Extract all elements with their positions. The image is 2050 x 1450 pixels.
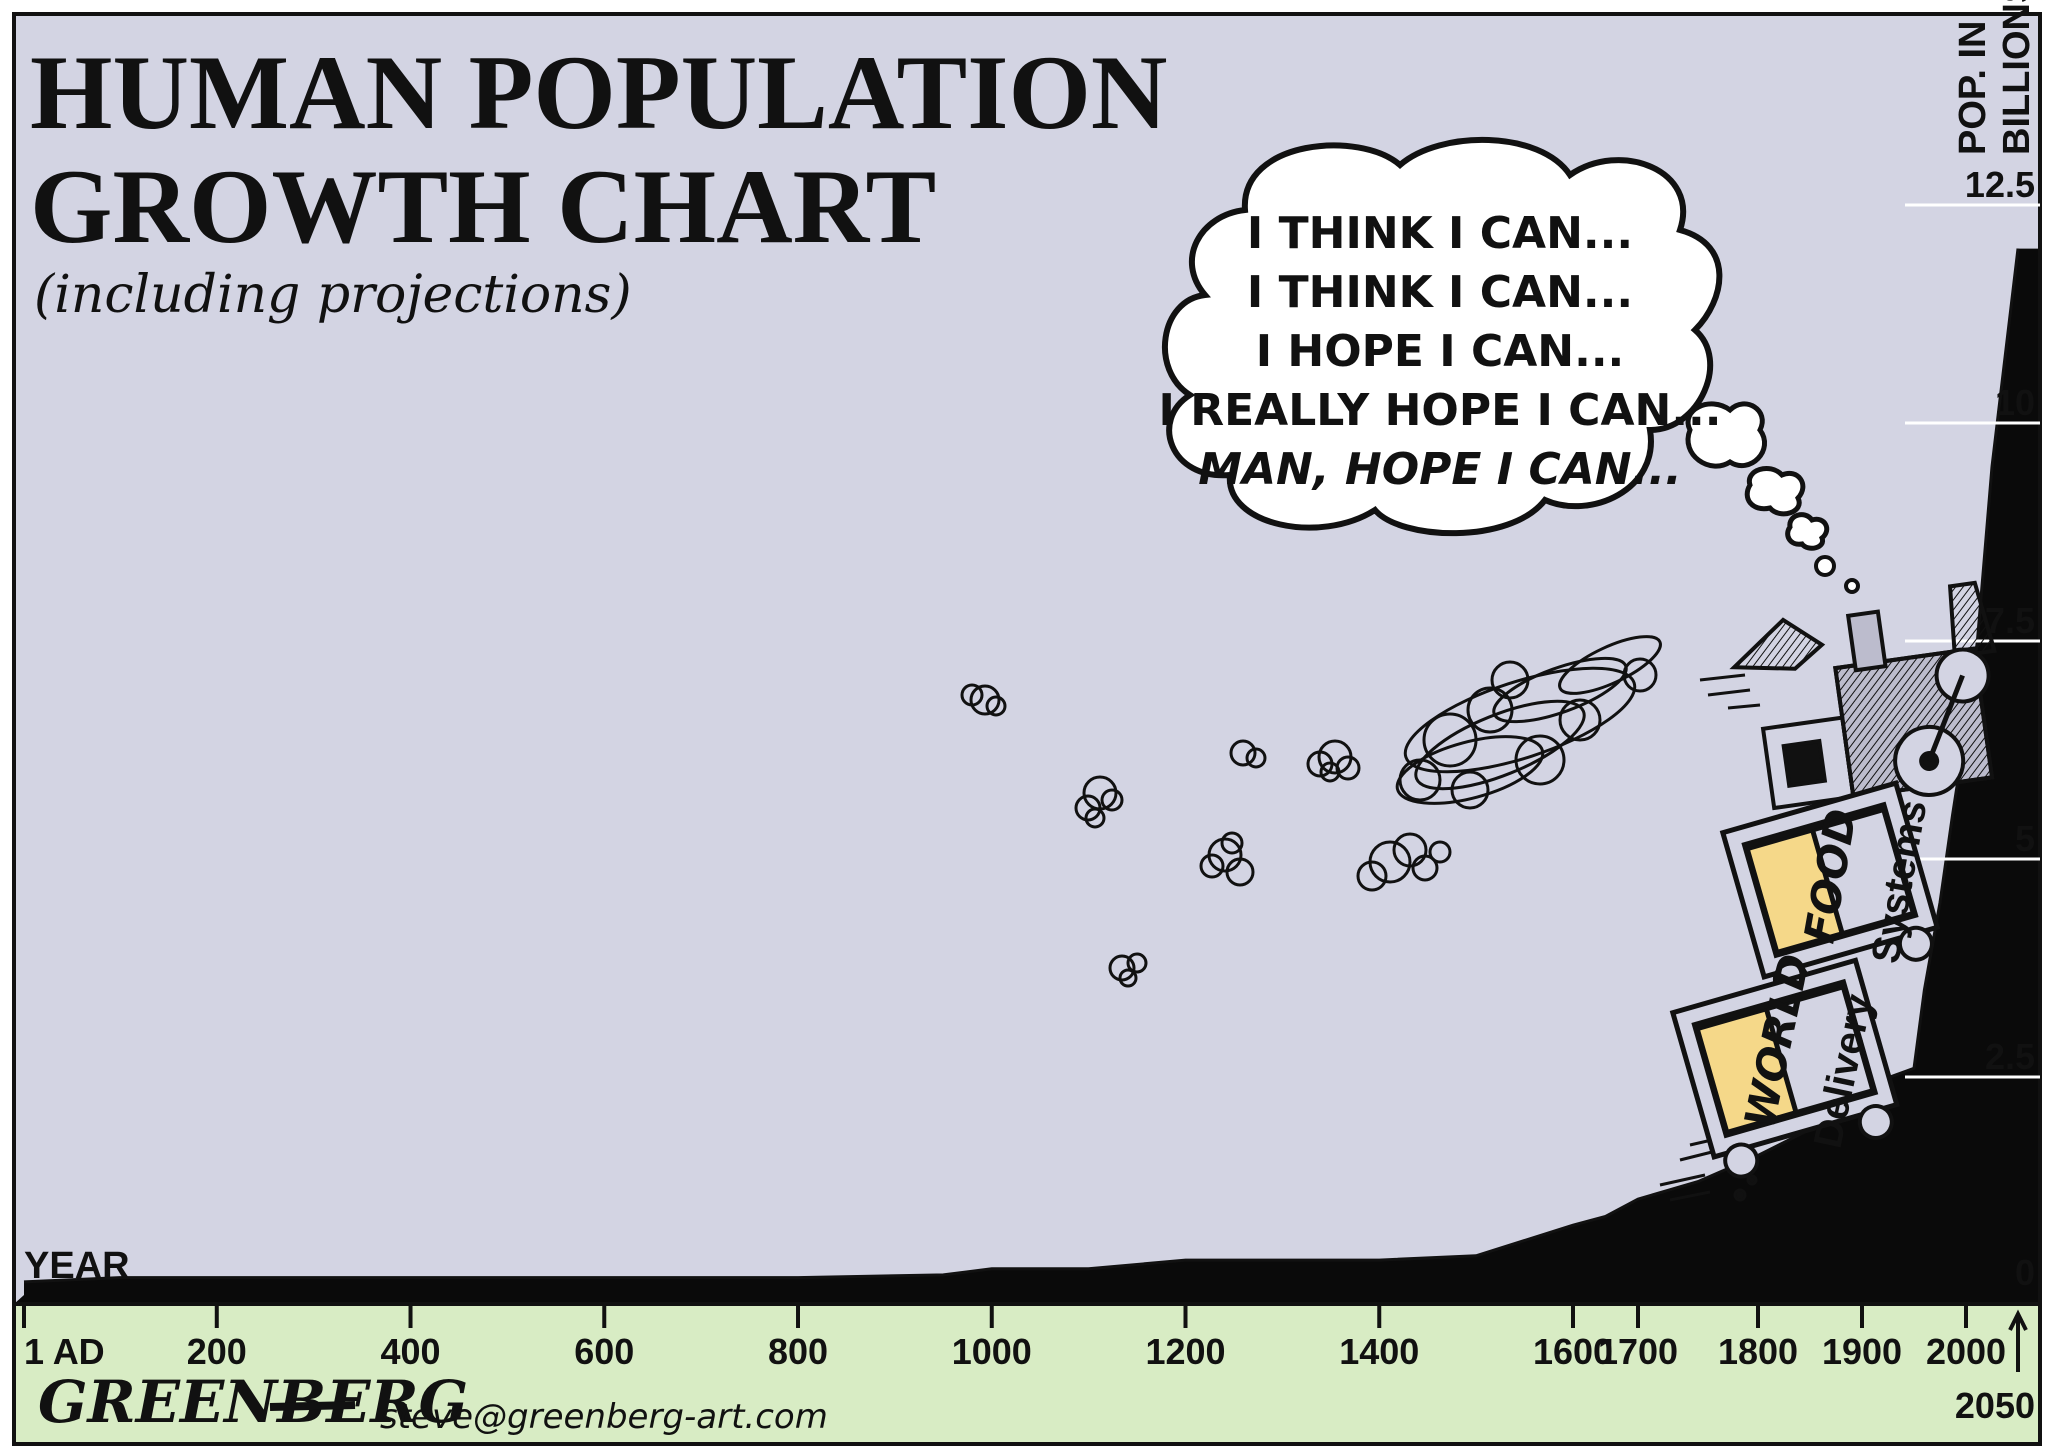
y-axis-label-line-2: BILLIONS: [1996, 0, 2038, 155]
signature-underline: [269, 1401, 356, 1411]
smoke-puffs: [960, 683, 1452, 988]
x-tick-label: 600: [574, 1331, 634, 1372]
thought-puff-4: [1814, 555, 1836, 577]
x-tick-label: 400: [380, 1331, 440, 1372]
thought-puff-1: [1685, 401, 1768, 469]
y-tick-label: 2.5: [1985, 1036, 2035, 1077]
population-area: [14, 248, 2038, 1305]
chart-title: HUMAN POPULATION GROWTH CHART: [30, 34, 1167, 265]
y-tick-label: 10: [1995, 382, 2035, 423]
x-tick-label: 1900: [1822, 1331, 1902, 1372]
y-tick-label: 0: [2015, 1252, 2035, 1293]
world-delivery-car: [1669, 957, 1900, 1179]
x-tick-label: 1200: [1145, 1331, 1225, 1372]
x-tick-label: 1700: [1598, 1331, 1678, 1372]
thought-puff-5: [1844, 578, 1860, 594]
population-area-edge: [23, 248, 2020, 1284]
locomotive: [1729, 580, 1998, 811]
title-line-1: HUMAN POPULATION: [30, 34, 1167, 151]
x-tick-label: 200: [187, 1331, 247, 1372]
x-tick-label: 800: [768, 1331, 828, 1372]
x-tick-label: 1000: [952, 1331, 1032, 1372]
x-tick-label: 1 AD: [24, 1331, 105, 1372]
x-axis-band: [12, 1302, 2042, 1446]
y-axis-label: POP. IN BILLIONS: [1952, 0, 2038, 155]
y-tick-label: 12.5: [1965, 164, 2035, 205]
bubble-line-1: I THINK I CAN...: [1247, 208, 1633, 259]
y-tick-label: 7.5: [1985, 600, 2035, 641]
artist-email: steve@greenberg-art.com: [380, 1397, 828, 1437]
thought-bubble: I THINK I CAN... I THINK I CAN... I HOPE…: [1159, 136, 1860, 594]
smokestack: [1729, 617, 1826, 671]
x-axis-label: YEAR: [24, 1245, 130, 1287]
projection-arrow-icon: [2008, 1309, 2028, 1372]
car-label-bg: [1746, 829, 1843, 954]
y-axis: 0 2.5 5 7.5 10 12.5: [1905, 164, 2040, 1293]
y-axis-label-line-1: POP. IN: [1952, 21, 1994, 155]
x-tick-label: 2000: [1926, 1331, 2006, 1372]
x-tick-label: 1600: [1533, 1331, 1613, 1372]
bubble-line-2: I THINK I CAN...: [1247, 267, 1633, 318]
bubble-line-5: MAN, HOPE I CAN...: [1198, 444, 1682, 495]
food-systems-car: [1719, 780, 1941, 998]
thought-cloud: [1162, 136, 1723, 537]
projection-year-label: 2050: [1955, 1385, 2035, 1426]
steam-dome: [1845, 609, 1888, 673]
chart-subtitle: (including projections): [34, 265, 632, 325]
x-tick-label: 1400: [1339, 1331, 1419, 1372]
x-tick-label: 1800: [1718, 1331, 1798, 1372]
smoke-trail: [1395, 635, 1662, 810]
bubble-line-4: I REALLY HOPE I CAN...: [1159, 385, 1722, 436]
cowcatcher-stack: [1947, 580, 1998, 659]
thought-puff-2: [1744, 466, 1806, 517]
y-tick-label: 5: [2015, 818, 2035, 859]
title-line-2: GROWTH CHART: [30, 148, 936, 265]
bubble-line-3: I HOPE I CAN...: [1256, 326, 1625, 377]
cab-window: [1781, 738, 1828, 788]
artist-signature: GREENBERG: [38, 1368, 468, 1436]
thought-puff-3: [1785, 512, 1830, 551]
